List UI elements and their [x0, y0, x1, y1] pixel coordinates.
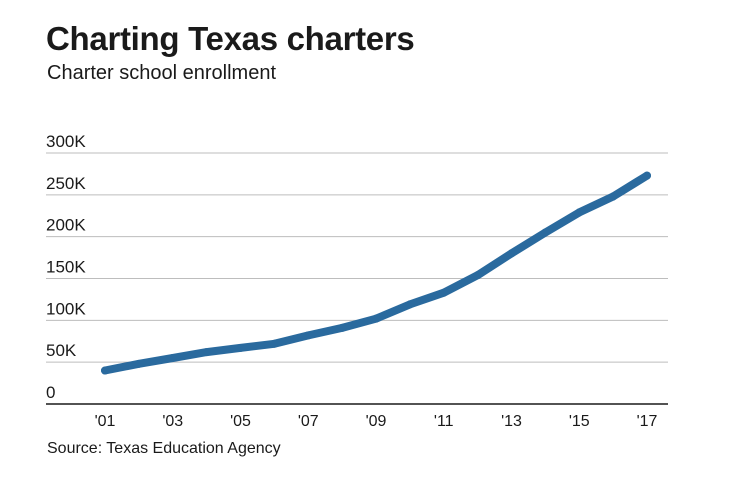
x-tick-label: '05 — [230, 413, 251, 430]
source-note: Source: Texas Education Agency — [47, 440, 281, 457]
data-point — [304, 331, 313, 340]
grid-lines — [46, 152, 668, 405]
series-line — [101, 171, 651, 375]
y-tick-label: 0 — [46, 383, 55, 402]
data-point — [507, 249, 516, 258]
x-tick-label: '07 — [298, 413, 319, 430]
data-point — [101, 366, 109, 375]
x-tick-label: '11 — [434, 413, 454, 430]
y-tick-labels: 0 50K 100K 150K 200K 250K 300K — [46, 132, 86, 402]
data-point — [473, 271, 482, 280]
x-tick-label: '09 — [366, 413, 387, 430]
data-point — [168, 353, 177, 362]
data-point — [236, 343, 245, 352]
y-tick-label: 150K — [46, 258, 86, 277]
data-point — [541, 228, 550, 237]
data-point — [202, 348, 211, 357]
data-point — [338, 323, 347, 332]
x-tick-label: '17 — [637, 413, 658, 430]
chart-title: Charting Texas charters — [46, 20, 415, 57]
data-point — [609, 192, 618, 201]
y-tick-label: 100K — [46, 299, 86, 318]
data-point — [372, 314, 380, 323]
data-point — [643, 171, 651, 180]
y-tick-label: 50K — [46, 341, 77, 360]
data-point — [405, 300, 414, 309]
x-tick-label: '03 — [162, 413, 183, 430]
y-tick-label: 250K — [46, 174, 86, 193]
chart-subtitle: Charter school enrollment — [47, 62, 276, 84]
x-tick-label: '01 — [95, 413, 116, 430]
x-tick-label: '13 — [501, 413, 522, 430]
y-tick-label: 200K — [46, 216, 86, 235]
x-tick-labels: '01 '03 '05 '07 '09 '11 '13 '15 '17 — [95, 413, 658, 430]
x-tick-label: '15 — [569, 413, 590, 430]
y-tick-label: 300K — [46, 132, 86, 151]
data-point — [270, 339, 279, 348]
series-layer — [101, 171, 651, 375]
data-point — [575, 208, 584, 217]
data-point — [439, 288, 448, 297]
data-point — [134, 359, 143, 368]
